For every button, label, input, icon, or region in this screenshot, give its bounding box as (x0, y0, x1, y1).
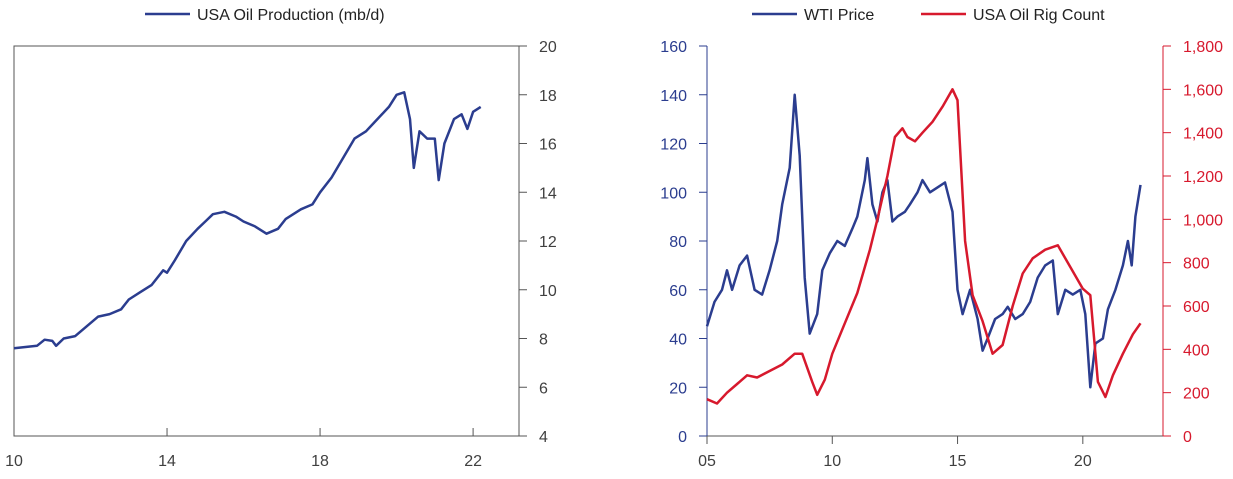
price-rigs-x-tick-label: 20 (1074, 453, 1092, 470)
production-x-tick-label: 14 (158, 453, 176, 470)
price-y-tick-label: 40 (669, 332, 687, 349)
price-rigs-x-tick-label: 10 (823, 453, 841, 470)
rig-count-y-tick-label: 1,400 (1183, 126, 1223, 143)
price-y-tick-label: 80 (669, 234, 687, 251)
legend-label-production: USA Oil Production (mb/d) (197, 7, 385, 24)
rig-count-y-tick-label: 0 (1183, 429, 1192, 446)
production-y-tick-label: 16 (539, 137, 557, 154)
production-y-tick-label: 20 (539, 39, 557, 56)
production-y-tick-label: 10 (539, 283, 557, 300)
production-series (13, 91, 482, 350)
production-y-axis: 4 6 8 10 12 14 16 18 20 (519, 39, 557, 446)
wti-price-series-line (705, 93, 1142, 389)
price-rigs-x-tick-label: 05 (698, 453, 716, 470)
production-chart: USA Oil Production (mb/d) 4 6 8 10 12 14 16 18 2… (5, 7, 557, 470)
production-series-line (13, 91, 482, 350)
price-rigs-legend: WTI Price USA Oil Rig Count (752, 7, 1105, 24)
production-plot-frame (13, 45, 520, 437)
rig-count-y-tick-label: 1,200 (1183, 169, 1223, 186)
production-y-tick-label: 14 (539, 185, 557, 202)
production-x-axis: 10 14 18 22 (5, 428, 482, 470)
production-legend: USA Oil Production (mb/d) (145, 7, 385, 24)
price-y-axis: 0 20 40 60 80 100 120 140 160 (660, 39, 707, 446)
rig-count-y-tick-label: 1,800 (1183, 39, 1223, 56)
rig-count-y-tick-label: 400 (1183, 342, 1210, 359)
rig-count-y-tick-label: 600 (1183, 299, 1210, 316)
rig-count-y-tick-label: 1,000 (1183, 212, 1223, 229)
rig-count-series-line (706, 88, 1142, 405)
production-y-tick-label: 8 (539, 332, 548, 349)
price-y-tick-label: 140 (660, 88, 687, 105)
production-y-tick-label: 6 (539, 380, 548, 397)
price-rigs-x-tick-label: 15 (949, 453, 967, 470)
production-y-tick-label: 18 (539, 88, 557, 105)
production-y-tick-label: 12 (539, 234, 557, 251)
price-rigs-chart: WTI Price USA Oil Rig Count 020406080100… (660, 7, 1223, 470)
price-rigs-series (705, 88, 1142, 405)
production-y-tick-label: 4 (539, 429, 548, 446)
price-y-tick-label: 60 (669, 283, 687, 300)
rig-count-y-tick-label: 800 (1183, 256, 1210, 273)
price-y-tick-label: 0 (678, 429, 687, 446)
price-y-tick-label: 100 (660, 185, 687, 202)
price-rigs-x-axis: 05 10 15 20 (698, 436, 1092, 470)
rig-count-y-tick-label: 1,600 (1183, 82, 1223, 99)
production-x-tick-label: 10 (5, 453, 23, 470)
legend-label-rig-count: USA Oil Rig Count (973, 7, 1105, 24)
rig-count-y-axis: 0 200 400 600 800 1,000 1,200 1,400 1,600 1,800 (1163, 39, 1223, 446)
production-x-tick-label: 22 (464, 453, 482, 470)
production-x-tick-label: 18 (311, 453, 329, 470)
legend-label-wti: WTI Price (804, 7, 874, 24)
price-y-tick-label: 20 (669, 380, 687, 397)
price-y-tick-label: 120 (660, 137, 687, 154)
rig-count-y-tick-label: 200 (1183, 386, 1210, 403)
price-y-tick-label: 160 (660, 39, 687, 56)
